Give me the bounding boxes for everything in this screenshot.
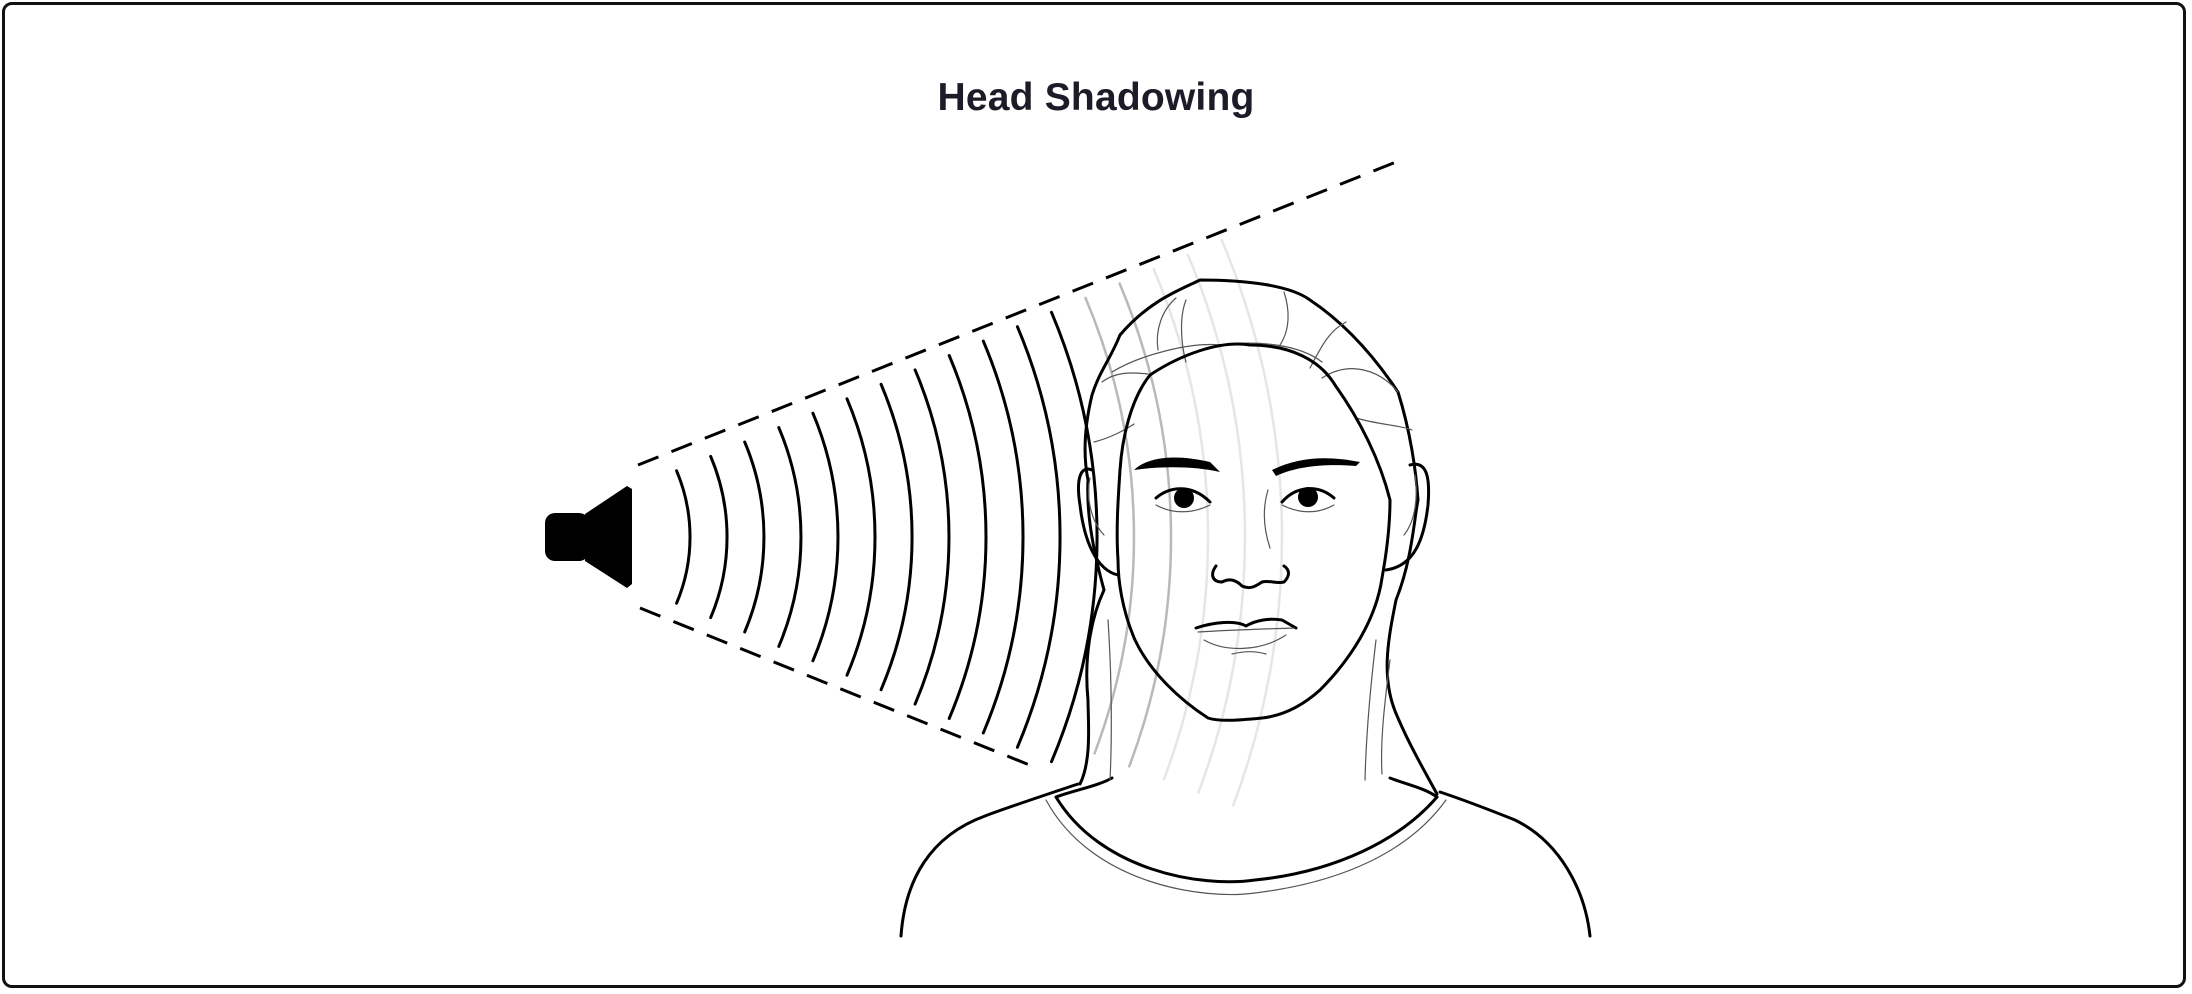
direct-wave-arc bbox=[879, 382, 914, 692]
nose-bridge bbox=[1263, 489, 1271, 549]
direct-wave-arc bbox=[811, 411, 840, 663]
ear-right bbox=[1384, 462, 1431, 572]
ear-left bbox=[1077, 467, 1120, 577]
collar-right bbox=[1388, 776, 1439, 799]
lower-lip bbox=[1203, 634, 1287, 649]
sound-beam-boundary bbox=[637, 156, 1407, 768]
shadowed-sound-waves bbox=[1084, 239, 1284, 807]
shoulder-right bbox=[1438, 790, 1592, 938]
page-title: Head Shadowing bbox=[937, 76, 1255, 119]
direct-wave-arc bbox=[1015, 325, 1062, 749]
shadowed-wave-arc bbox=[1084, 296, 1136, 755]
shoulder-left bbox=[899, 782, 1080, 938]
shadowed-wave-arc bbox=[1118, 282, 1173, 768]
shirt-neckline-inner bbox=[1045, 799, 1447, 896]
chin-line bbox=[1231, 651, 1267, 655]
hair-outline bbox=[1078, 278, 1439, 796]
direct-sound-waves bbox=[675, 310, 1099, 764]
eye-right bbox=[1280, 487, 1336, 513]
eyebrow-left bbox=[1134, 457, 1220, 472]
eyebrow-right bbox=[1272, 458, 1360, 476]
shirt-neckline bbox=[1054, 795, 1439, 884]
direct-wave-arc bbox=[709, 454, 729, 620]
direct-wave-arc bbox=[1050, 310, 1099, 764]
direct-wave-arc bbox=[913, 368, 951, 706]
direct-wave-arc bbox=[947, 354, 988, 720]
lip-line bbox=[1197, 627, 1295, 633]
beam-lower-edge bbox=[639, 606, 1033, 768]
direct-wave-arc bbox=[777, 426, 803, 648]
direct-wave-arc bbox=[845, 397, 877, 677]
direct-wave-arc bbox=[981, 339, 1025, 735]
eye-left bbox=[1154, 487, 1212, 513]
shadowed-wave-arc bbox=[1220, 239, 1284, 807]
upper-lip bbox=[1194, 617, 1298, 630]
beam-upper-edge bbox=[637, 156, 1407, 467]
face-outline bbox=[1115, 342, 1392, 722]
nose-tip bbox=[1211, 564, 1290, 590]
person-illustration bbox=[899, 278, 1592, 938]
direct-wave-arc bbox=[675, 469, 692, 605]
collar-left bbox=[1054, 776, 1114, 799]
speaker-icon bbox=[545, 486, 632, 588]
shadowed-wave-arc bbox=[1152, 267, 1210, 781]
direct-wave-arc bbox=[743, 440, 766, 634]
